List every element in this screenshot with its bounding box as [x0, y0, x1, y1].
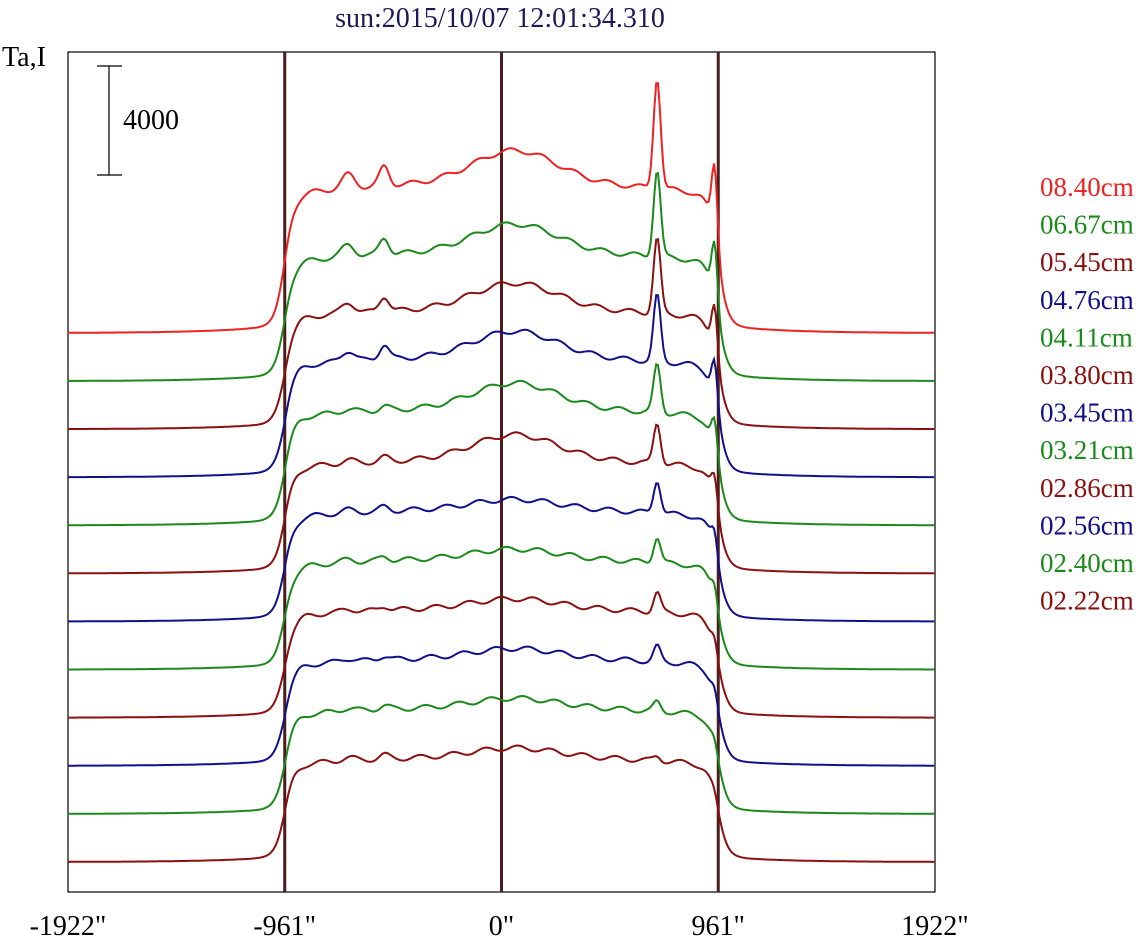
x-tick-labels: -1922" -961" 0" 961" 1922": [30, 911, 969, 941]
series-line-03.21cm: [68, 537, 935, 671]
series-line-08.40cm: [68, 82, 935, 334]
x-tick-label: -1922": [30, 911, 107, 941]
series-line-03.45cm: [68, 482, 935, 623]
x-tick-label: 961": [692, 911, 745, 941]
series-line-02.56cm: [68, 643, 935, 767]
scale-bar: 4000: [97, 65, 179, 176]
legend-entry: 03.21cm: [1040, 435, 1134, 465]
series-line-05.45cm: [68, 237, 935, 430]
legend-entry: 04.11cm: [1040, 322, 1133, 352]
series-line-03.80cm: [68, 423, 935, 575]
legend-entry: 02.22cm: [1040, 586, 1134, 616]
x-tick-label: -961": [253, 911, 316, 941]
chart-title: sun:2015/10/07 12:01:34.310: [335, 3, 665, 34]
y-axis-label: Ta,I: [2, 42, 46, 73]
legend-entry: 02.40cm: [1040, 548, 1134, 578]
series-line-04.11cm: [68, 362, 935, 527]
x-tick-label: 0": [489, 911, 514, 941]
series-line-04.76cm: [68, 293, 935, 479]
legend-entry: 03.45cm: [1040, 398, 1134, 428]
series-group: [68, 82, 935, 863]
legend-entry: 08.40cm: [1040, 172, 1134, 202]
legend-entry: 03.80cm: [1040, 360, 1134, 390]
legend-entry: 04.76cm: [1040, 285, 1134, 315]
legend-entry: 05.45cm: [1040, 247, 1134, 277]
scale-bar-label: 4000: [123, 105, 179, 136]
series-line-02.40cm: [68, 694, 935, 815]
series-line-06.67cm: [68, 171, 935, 382]
series-line-02.22cm: [68, 744, 935, 863]
legend-entry: 02.56cm: [1040, 510, 1134, 540]
series-line-02.86cm: [68, 590, 935, 719]
legend-entry: 02.86cm: [1040, 473, 1134, 503]
legend-entry: 06.67cm: [1040, 210, 1134, 240]
legend: 08.40cm 06.67cm 05.45cm 04.76cm 04.11cm 03.80…: [1040, 172, 1134, 616]
vertical-markers: [283, 52, 720, 892]
x-tick-label: 1922": [901, 911, 968, 941]
